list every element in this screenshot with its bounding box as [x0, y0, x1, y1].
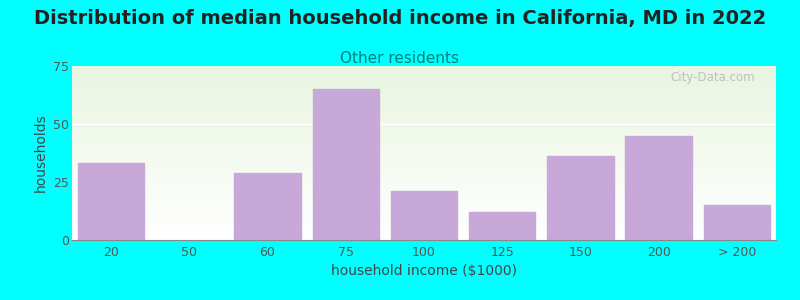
Bar	[234, 173, 301, 240]
Bar	[704, 205, 770, 240]
Bar	[469, 212, 535, 240]
Bar	[626, 136, 692, 240]
Bar	[547, 157, 614, 240]
Bar	[390, 191, 458, 240]
X-axis label: household income ($1000): household income ($1000)	[331, 264, 517, 278]
Text: Distribution of median household income in California, MD in 2022: Distribution of median household income …	[34, 9, 766, 28]
Bar	[78, 164, 144, 240]
Text: City-Data.com: City-Data.com	[670, 71, 755, 84]
Bar	[313, 89, 379, 240]
Text: Other residents: Other residents	[341, 51, 459, 66]
Y-axis label: households: households	[34, 114, 48, 192]
